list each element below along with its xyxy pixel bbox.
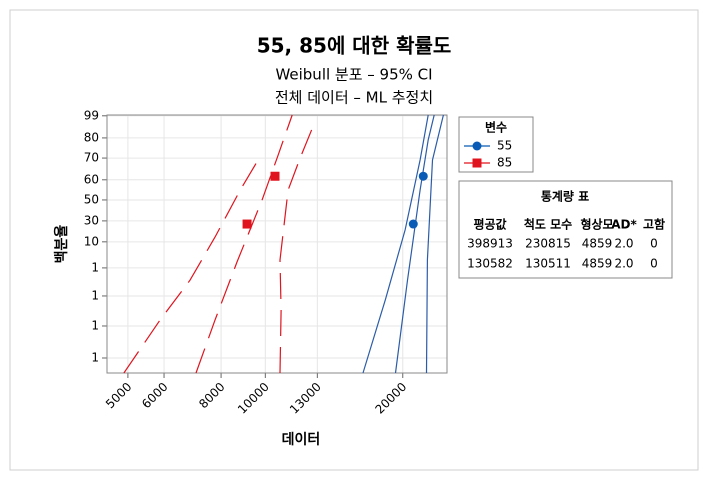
table-header: 형상모 [580,217,613,232]
point [242,219,252,229]
table-cell: 0 [650,257,658,271]
table-title: 통계량 표 [541,189,589,204]
table-cell: 2.0 [614,257,633,271]
ci-line [362,114,429,374]
ci-line [195,114,293,374]
legend-marker [472,141,482,151]
chart-title: 55, 85에 대한 확률도 [257,34,452,58]
table-cell: 4859 [582,257,613,271]
y-tick-label: 10 [84,234,99,248]
plot-frame [106,114,448,374]
table-cell: 4859 [582,237,613,251]
y-tick-label: 30 [84,213,99,227]
y-tick-label: 50 [84,192,99,206]
table-header: 척도 모수 [524,217,572,232]
y-tick-label: 60 [84,172,99,186]
y-tick-label: 70 [84,151,99,165]
point [408,219,418,229]
ci-line [394,114,435,374]
y-tick-label: 1 [91,350,99,364]
table-box [458,180,673,279]
y-tick-label: 80 [84,130,99,144]
point [418,171,428,181]
ci-line [123,159,259,374]
legend-marker [472,158,482,168]
y-tick-label: 99 [84,108,99,122]
legend-label: 85 [497,156,512,170]
subtitle: 전체 데이터 – ML 추정치 [275,89,433,107]
x-axis-label: 데이터 [282,431,321,448]
legend-title: 변수 [485,120,507,135]
table-cell: 130582 [467,257,513,271]
subtitle: Weibull 분포 – 95% CI [275,66,432,84]
table-cell: 2.0 [614,237,633,251]
ci-line [425,114,444,374]
table-header: AD* [611,218,637,232]
table-header: 평공값 [473,218,506,232]
table-cell: 398913 [467,237,513,251]
y-axis-label: 백분율 [53,225,70,264]
y-tick-label: 1 [91,260,99,274]
point [270,171,280,181]
y-tick-label: 1 [91,318,99,332]
table-header: 고함 [643,217,665,232]
y-tick-label: 1 [91,288,99,302]
legend-label: 55 [497,139,512,153]
table-cell: 130511 [525,257,571,271]
table-cell: 0 [650,237,658,251]
table-cell: 230815 [525,237,571,251]
ci-line [279,127,313,374]
